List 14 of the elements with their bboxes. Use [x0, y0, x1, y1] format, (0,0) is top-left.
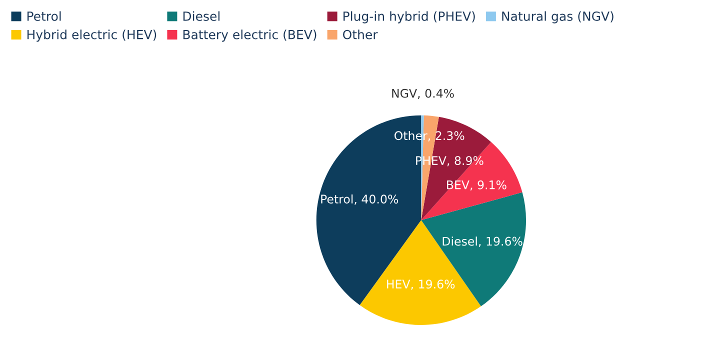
legend-label: Other — [343, 30, 378, 40]
data-label: NGV, 0.4% — [392, 88, 454, 99]
legend-label: Natural gas (NGV) — [502, 11, 614, 24]
legend-label: Petrol — [27, 11, 61, 21]
legend-label: Battery electric (BEV) — [183, 30, 316, 42]
pie-slice — [421, 192, 526, 306]
legend-label: Plug-in hybrid (PHEV) — [344, 11, 475, 24]
data-label: BEV, 9.1% — [447, 180, 506, 191]
pie-slice — [360, 220, 481, 325]
legend-label: Diesel — [183, 11, 220, 21]
data-label: Petrol, 40.0% — [321, 194, 398, 205]
data-label: HEV, 19.6% — [387, 280, 455, 290]
data-label: Diesel, 19.6% — [442, 236, 522, 247]
legend-label: Hybrid electric (HEV) — [27, 30, 156, 42]
